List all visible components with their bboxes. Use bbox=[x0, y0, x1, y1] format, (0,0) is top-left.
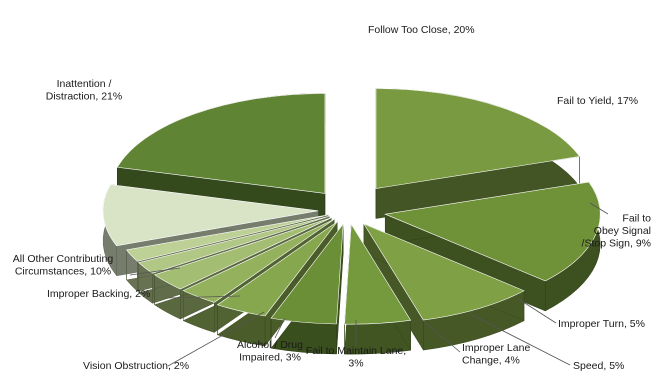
leader-line-5 bbox=[471, 314, 571, 366]
pie-slice-12 bbox=[116, 93, 326, 224]
leader-line-11 bbox=[129, 267, 181, 276]
pie-slice-top bbox=[384, 181, 601, 282]
slice-label-5: Speed, 5% bbox=[573, 360, 624, 372]
pie-slice-5 bbox=[270, 223, 344, 355]
pie-slice-2 bbox=[384, 181, 601, 312]
slice-label-11: All Other Contributing Circumstances, 10% bbox=[13, 253, 114, 278]
slice-label-4: Improper Turn, 5% bbox=[558, 318, 645, 330]
leader-line-10 bbox=[166, 295, 241, 299]
slice-label-8: Alcohol / Drug Impaired, 3% bbox=[237, 339, 303, 364]
pie-slice-top bbox=[102, 184, 319, 247]
slice-label-7: Fail to Maintain Lane, 3% bbox=[306, 345, 406, 370]
leader-line-9 bbox=[167, 311, 265, 367]
leader-line-6 bbox=[419, 317, 461, 353]
slice-label-2: Fail to Yield, 17% bbox=[557, 95, 638, 107]
leader-line-8 bbox=[274, 317, 286, 339]
pie-slices bbox=[102, 88, 601, 355]
slice-label-6: Improper Lane Change, 4% bbox=[462, 342, 530, 367]
pie-slice-top bbox=[375, 88, 581, 189]
slice-label-12: Inattention / Distraction, 21% bbox=[46, 78, 122, 103]
leader-line-4 bbox=[519, 299, 557, 324]
pie-slice-top bbox=[363, 223, 525, 321]
pie-slice-top bbox=[216, 221, 338, 317]
pie-slice-4 bbox=[344, 223, 412, 355]
slice-label-10: Improper Backing, 2% bbox=[47, 288, 150, 300]
pie-slice-top bbox=[116, 93, 326, 194]
pie-slice-top bbox=[138, 215, 330, 274]
pie-labels: Follow Too Close, 20% Fail to Yield, 17% F… bbox=[13, 24, 651, 372]
slice-label-1: Follow Too Close, 20% bbox=[368, 24, 475, 36]
pie-slice-6 bbox=[216, 221, 338, 347]
slice-label-9: Vision Obstruction, 2% bbox=[83, 360, 189, 372]
leader-line-3 bbox=[589, 202, 609, 215]
slice-label-3: Fail to Obey Signal/Stop Sign, 9% bbox=[582, 213, 652, 250]
pie-slice-top bbox=[125, 214, 328, 262]
pie-slice-top bbox=[153, 217, 332, 290]
pie-slice-1 bbox=[375, 88, 581, 219]
pie-slice-top bbox=[270, 223, 344, 325]
pie-slice-top bbox=[344, 223, 412, 325]
